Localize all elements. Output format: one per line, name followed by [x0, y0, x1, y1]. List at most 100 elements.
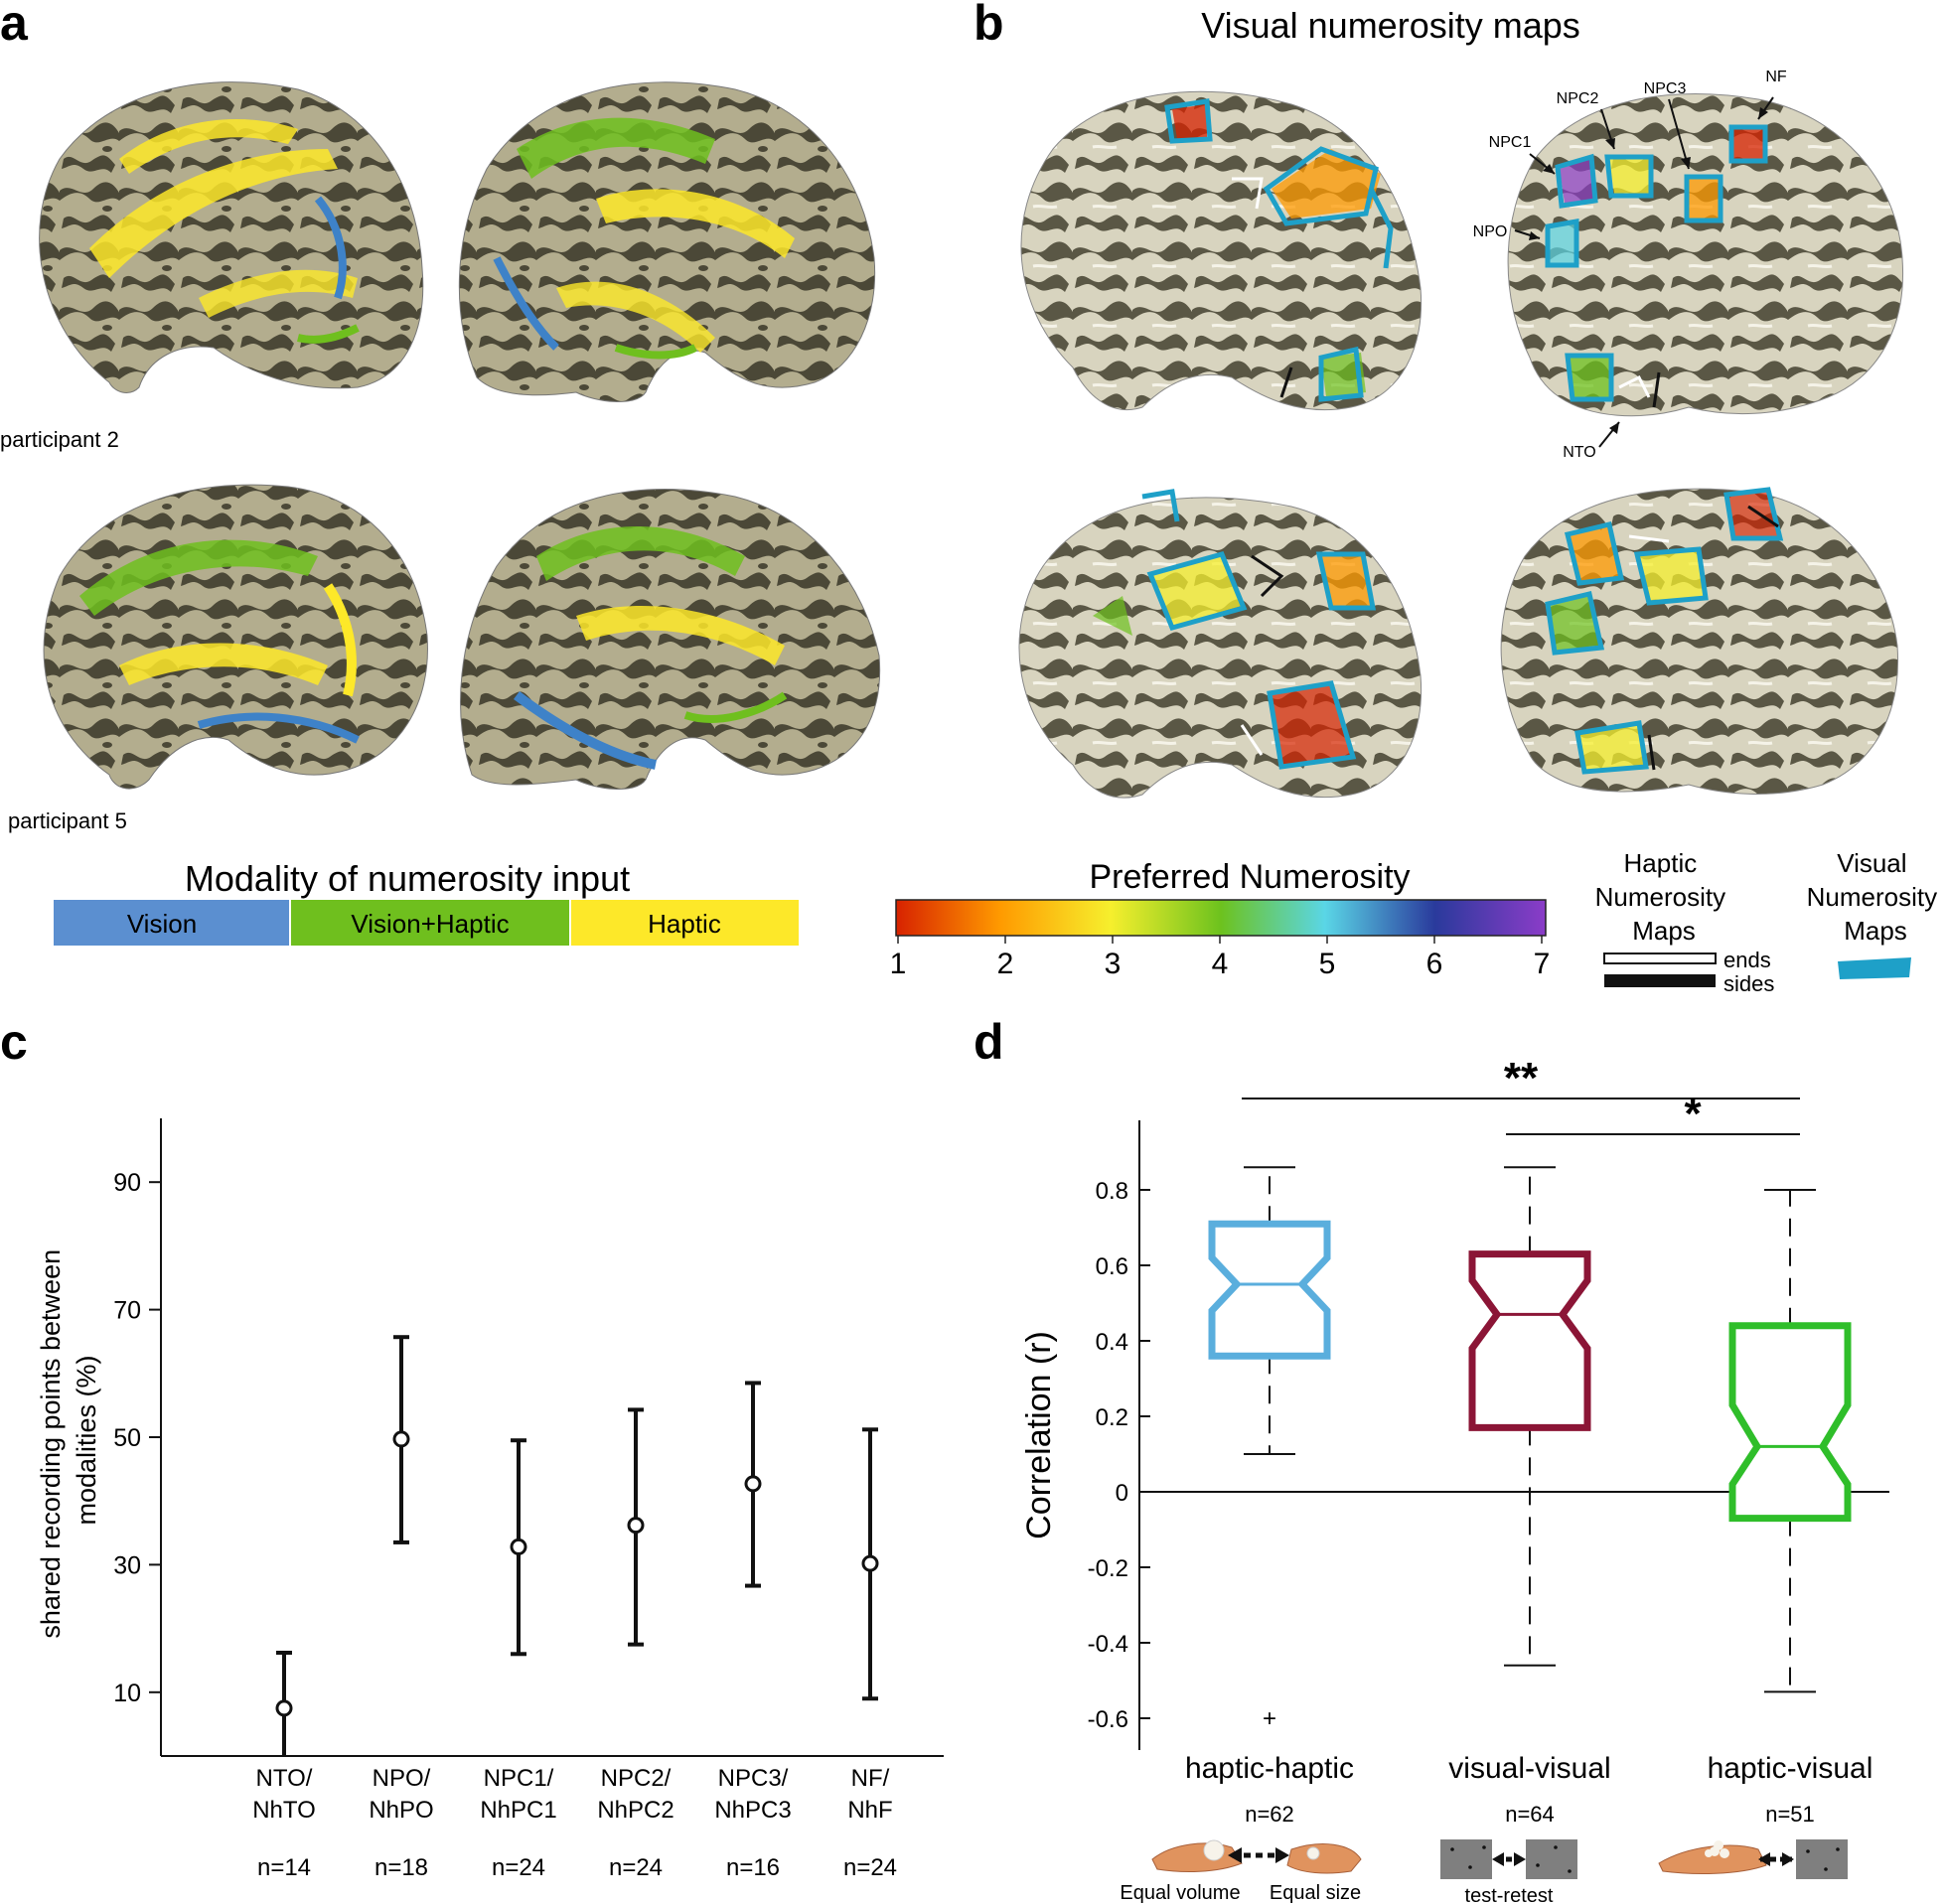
legend-vision-swatch: [54, 900, 290, 946]
svg-text:NPC2: NPC2: [1557, 90, 1599, 107]
legend-vision-label: Vision: [127, 909, 197, 939]
chart-c-n-label: n=24: [843, 1854, 897, 1881]
chart-d-ytick-label: 0.4: [1096, 1329, 1128, 1356]
chart-c-category-label: NPC2/NhPC2: [597, 1765, 674, 1824]
brain-b-top-right: [1507, 93, 1904, 417]
chart-c-point: [510, 1538, 527, 1555]
chart-d-n-label: n=62: [1245, 1802, 1294, 1827]
svg-text:NTO: NTO: [1563, 444, 1595, 461]
colorbar-tick-label: 2: [997, 948, 1014, 980]
colorbar-tick-label: 3: [1105, 948, 1122, 980]
legend-haptic-label: Haptic: [648, 909, 721, 939]
brain-p5-right: [460, 489, 881, 790]
chart-d-box: [1468, 1250, 1591, 1431]
chart-d-significance-label: *: [1684, 1090, 1702, 1138]
chart-c-point: [744, 1475, 762, 1493]
chart-c-category-label: NTO/NhTO: [252, 1765, 316, 1824]
chart-d-ytick-label: 0.6: [1096, 1253, 1128, 1280]
chart-d-ytick-label: -0.2: [1088, 1555, 1128, 1582]
panel-b: b Visual numerosity maps: [974, 0, 1904, 799]
panel-a-label: a: [0, 0, 29, 51]
chart-c-category-label: NF/NhF: [847, 1765, 892, 1824]
chart-d-marks: +: [1139, 1166, 1889, 1732]
chart-d-significance: ***: [1242, 1054, 1800, 1138]
chart-d-ytick-label: -0.4: [1088, 1631, 1128, 1658]
haptic-ends-swatch: [1603, 952, 1717, 964]
chart-d-box: [1728, 1322, 1852, 1523]
stimulus-haptic-visual: [1658, 1839, 1848, 1879]
chart-c-yticks: 10 30 50 70 90: [113, 1169, 161, 1707]
chart-d-ytick-label: -0.6: [1088, 1706, 1128, 1733]
chart-c-n-label: n=18: [374, 1854, 428, 1881]
visual-maps-legend: Visual Numerosity Maps: [1807, 848, 1945, 979]
legend-vision-haptic-label: Vision+Haptic: [351, 909, 509, 939]
chart-c-ytick-label: 70: [113, 1297, 141, 1325]
chart-d-n-label: n=51: [1765, 1802, 1815, 1827]
chart-c-ytick-label: 30: [113, 1551, 141, 1579]
caption-test-retest: test-retest: [1465, 1885, 1554, 1904]
chart-c-n-label: n=24: [609, 1854, 663, 1881]
chart-d-category-label: haptic-haptic: [1185, 1752, 1354, 1785]
colorbar-tick-label: 1: [890, 948, 907, 980]
participant-5-label: participant 5: [8, 808, 127, 833]
svg-text:NPC1: NPC1: [1489, 134, 1532, 151]
visual-legend-title: Visual Numerosity Maps: [1807, 848, 1945, 946]
haptic-ends-label: ends: [1723, 948, 1771, 972]
numerosity-colorbar: Preferred Numerosity 1 2 3 4 5 6 7: [890, 858, 1551, 980]
chart-d-outlier: +: [1263, 1705, 1276, 1732]
chart-c-ytick-label: 10: [113, 1680, 141, 1707]
brain-p2-left: [39, 81, 424, 393]
participant-2-label: participant 2: [0, 427, 119, 452]
chart-c-point: [275, 1699, 293, 1717]
colorbar-tick-label: 4: [1212, 948, 1229, 980]
chart-c-ylabel: shared recording points between modaliti…: [36, 1242, 101, 1638]
brain-p5-left: [43, 484, 428, 790]
chart-d-ylabel: Correlation (r): [1020, 1331, 1058, 1539]
chart-d-ytick-label: 0.2: [1096, 1404, 1128, 1431]
legend-vision-haptic-swatch: [290, 900, 570, 946]
chart-c-xlabels: NTO/NhTO n=14 NPO/NhPO n=18 NPC1/NhPC1 n=24 NP…: [252, 1765, 897, 1881]
visual-maps-swatch: [1838, 957, 1911, 979]
caption-equal-volume: Equal volume: [1120, 1882, 1240, 1904]
colorbar-title: Preferred Numerosity: [1089, 858, 1410, 896]
colorbar-tick-label: 7: [1534, 948, 1551, 980]
chart-c-ytick-label: 90: [113, 1169, 141, 1197]
chart-d-box: [1208, 1220, 1331, 1360]
haptic-sides-label: sides: [1723, 971, 1774, 996]
colorbar-tick-label: 6: [1426, 948, 1443, 980]
chart-c-category-label: NPC1/NhPC1: [480, 1765, 556, 1824]
chart-d-significance-label: **: [1504, 1054, 1539, 1102]
chart-d-ytick-label: 0.8: [1096, 1178, 1128, 1205]
colorbar-tick-label: 5: [1319, 948, 1336, 980]
map-label-nf: NF: [1757, 69, 1787, 120]
svg-text:NPC3: NPC3: [1644, 80, 1687, 97]
panel-a: a participant 2: [0, 0, 881, 833]
svg-text:NPO: NPO: [1473, 223, 1508, 240]
panel-b-label: b: [974, 0, 1004, 51]
chart-d-category-label: haptic-visual: [1708, 1752, 1873, 1785]
modality-legend: Modality of numerosity input Vision Visi…: [54, 858, 799, 946]
panel-c-label: c: [0, 1014, 28, 1070]
haptic-sides-swatch: [1604, 974, 1716, 987]
legend-haptic-swatch: [570, 900, 799, 946]
colorbar-ticks: 1 2 3 4 5 6 7: [890, 936, 1551, 980]
brain-b-top-left: [1020, 90, 1423, 411]
chart-d-n-label: n=64: [1505, 1802, 1555, 1827]
chart-c-point: [392, 1430, 410, 1448]
chart-c-n-label: n=14: [257, 1854, 311, 1881]
chart-c-marks: [275, 1335, 879, 1756]
map-label-npc3: NPC3: [1644, 80, 1691, 170]
stimulus-visual-visual: test-retest: [1440, 1839, 1577, 1904]
chart-c-point: [861, 1554, 879, 1572]
brain-b-bottom-left: [1018, 489, 1423, 799]
chart-c-ytick-label: 50: [113, 1424, 141, 1452]
modality-legend-title: Modality of numerosity input: [185, 858, 630, 899]
map-label-npo: NPO: [1473, 223, 1541, 240]
map-label-npc2: NPC2: [1557, 90, 1615, 150]
haptic-maps-legend: Haptic Numerosity Maps ends sides: [1595, 848, 1775, 996]
svg-text:NF: NF: [1765, 69, 1787, 85]
map-label-npc1: NPC1: [1489, 134, 1556, 175]
chart-d-ytick-label: 0: [1116, 1480, 1128, 1507]
chart-c-n-label: n=16: [726, 1854, 780, 1881]
